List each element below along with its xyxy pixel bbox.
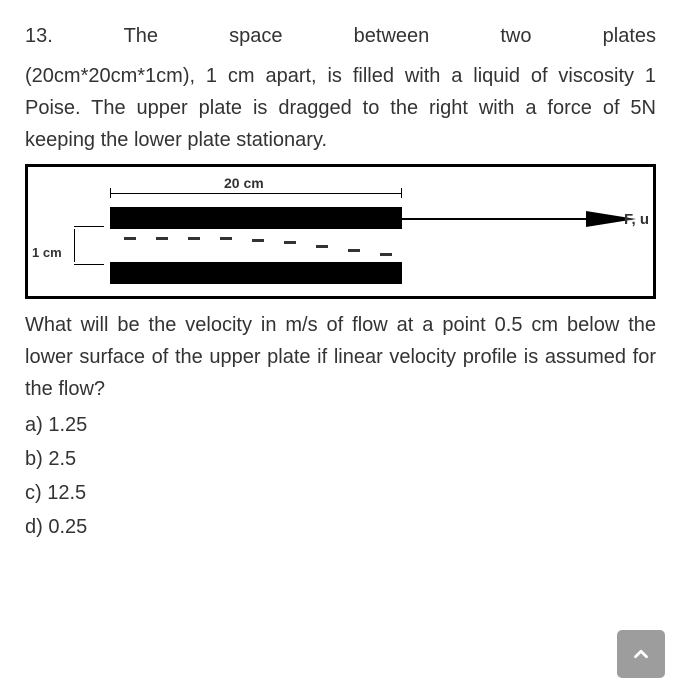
scroll-to-top-button[interactable] [617, 630, 665, 678]
flow-dash [220, 237, 232, 240]
flow-dash [284, 241, 296, 244]
option-d[interactable]: d) 0.25 [25, 511, 656, 543]
upper-plate [110, 207, 402, 229]
width-dimension-line [110, 193, 402, 194]
answer-options: a) 1.25 b) 2.5 c) 12.5 d) 0.25 [25, 409, 656, 543]
flow-dash [348, 249, 360, 252]
gap-dimension-label: 1 cm [32, 245, 62, 260]
gap-dimension-line [74, 229, 75, 262]
plates-diagram: 20 cm 1 cm F, u [25, 164, 656, 299]
flow-dash [188, 237, 200, 240]
force-label: F, u [624, 211, 649, 228]
width-dimension-label: 20 cm [224, 175, 264, 191]
flow-dash [252, 239, 264, 242]
flow-dash [316, 245, 328, 248]
lower-plate [110, 262, 402, 284]
option-a[interactable]: a) 1.25 [25, 409, 656, 441]
flow-dash [380, 253, 392, 256]
option-c[interactable]: c) 12.5 [25, 477, 656, 509]
sub-question-text: What will be the velocity in m/s of flow… [25, 309, 656, 405]
question-line2: (20cm*20cm*1cm), 1 cm apart, is filled w… [25, 60, 656, 156]
question-line1: 13. The space between two plates [25, 20, 656, 52]
flow-dash [124, 237, 136, 240]
flow-dash [156, 237, 168, 240]
option-b[interactable]: b) 2.5 [25, 443, 656, 475]
chevron-up-icon [630, 643, 652, 665]
